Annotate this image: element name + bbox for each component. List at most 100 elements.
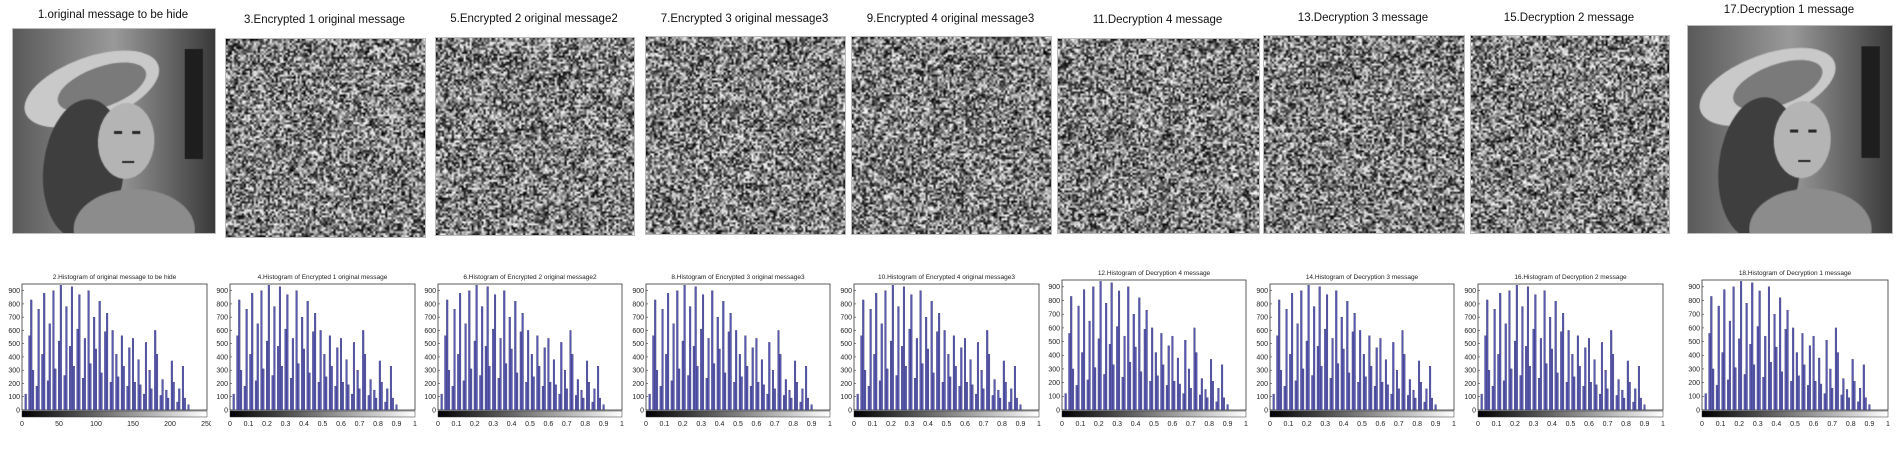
histogram-bar bbox=[1019, 404, 1022, 411]
histogram-bar bbox=[375, 397, 378, 411]
histogram-bar bbox=[1820, 383, 1823, 411]
histogram-bar bbox=[783, 395, 786, 411]
histogram-title: 8.Histogram of Encrypted 3 original mess… bbox=[671, 274, 805, 281]
histogram-bar bbox=[901, 346, 904, 411]
encrypted-noise-image bbox=[435, 37, 635, 236]
histogram-bar bbox=[947, 354, 950, 411]
y-tick-label: 0 bbox=[224, 407, 228, 414]
histogram-bar bbox=[1015, 397, 1018, 411]
y-tick-label: 200 bbox=[216, 381, 228, 388]
histogram-bar bbox=[1840, 394, 1843, 411]
y-tick-label: 900 bbox=[840, 288, 852, 295]
histogram-bar bbox=[459, 293, 462, 411]
histogram-bar bbox=[1758, 290, 1761, 411]
histogram-bar bbox=[886, 368, 889, 411]
x-tick-label: 0.5 bbox=[1357, 421, 1367, 428]
y-tick-label: 500 bbox=[1256, 341, 1268, 348]
histogram-bar bbox=[111, 330, 114, 411]
histogram-bar bbox=[659, 385, 662, 411]
histogram-bar bbox=[1764, 335, 1767, 411]
histogram-bar bbox=[993, 379, 996, 411]
histogram-chart: 12.Histogram of Decryption 4 message0100… bbox=[1048, 270, 1248, 428]
histogram-bar bbox=[902, 286, 905, 411]
histogram-bar bbox=[488, 366, 491, 411]
histogram-bar bbox=[486, 286, 489, 411]
x-tick-label: 0.2 bbox=[1302, 421, 1312, 428]
x-tick-label: 0.7 bbox=[562, 421, 572, 428]
histogram-bar bbox=[1617, 379, 1620, 411]
histogram-bar bbox=[473, 340, 476, 411]
x-tick-label: 0.1 bbox=[868, 421, 878, 428]
histogram-bar bbox=[1847, 397, 1850, 411]
histogram-bar bbox=[1116, 326, 1119, 411]
histogram-bar bbox=[1204, 389, 1207, 411]
histogram-bar bbox=[1807, 385, 1810, 411]
histogram-bar bbox=[115, 354, 118, 411]
x-tick-label: 0.4 bbox=[299, 421, 309, 428]
x-tick-label: 0.5 bbox=[733, 421, 743, 428]
histogram-bar bbox=[722, 301, 725, 411]
histogram-bar bbox=[1797, 375, 1800, 411]
y-tick-label: 800 bbox=[840, 301, 852, 308]
histogram-bar bbox=[949, 376, 952, 411]
histogram-bar bbox=[260, 290, 263, 411]
histogram-bar bbox=[1539, 338, 1542, 411]
histogram-bar bbox=[538, 366, 541, 411]
histogram-bar bbox=[1704, 393, 1707, 411]
x-tick-label: 0.9 bbox=[1223, 421, 1233, 428]
histogram-bar bbox=[254, 380, 257, 411]
y-tick-label: 700 bbox=[216, 315, 228, 322]
x-tick-label: 250 bbox=[201, 421, 211, 428]
histogram-bar bbox=[665, 354, 668, 411]
histogram-bar bbox=[938, 313, 941, 411]
histogram-title: 6.Histogram of Encrypted 2 original mess… bbox=[463, 274, 597, 281]
histogram-bar bbox=[389, 366, 392, 411]
histogram-bar bbox=[72, 366, 75, 411]
histogram-bar bbox=[1423, 401, 1426, 411]
histogram-bar bbox=[672, 323, 675, 411]
histogram-bar bbox=[63, 375, 66, 411]
histogram-bar bbox=[1727, 379, 1730, 411]
x-tick-label: 150 bbox=[127, 421, 139, 428]
histogram-chart: 2.Histogram of original message to be hi… bbox=[8, 274, 211, 428]
histogram-bar bbox=[492, 328, 495, 411]
histogram-bar bbox=[1337, 363, 1340, 411]
histogram-bar bbox=[1502, 380, 1505, 411]
histogram-bar bbox=[52, 290, 55, 411]
histogram-bar bbox=[128, 347, 131, 411]
histogram-bar bbox=[1280, 370, 1283, 411]
histogram-bar bbox=[1829, 368, 1832, 411]
histogram-bar bbox=[325, 376, 328, 411]
histogram-bar bbox=[1859, 387, 1862, 411]
histogram-bar bbox=[867, 385, 870, 411]
histogram-bar bbox=[1357, 382, 1360, 411]
x-tick-label: 0 bbox=[644, 421, 648, 428]
histogram-bar bbox=[1110, 282, 1113, 411]
histogram-bar bbox=[284, 328, 287, 411]
histogram-bar bbox=[236, 335, 239, 411]
histogram-bar bbox=[1092, 286, 1095, 411]
y-tick-label: 300 bbox=[632, 368, 644, 375]
histogram-bar bbox=[356, 370, 359, 411]
histogram-bar bbox=[654, 299, 657, 411]
x-tick-label: 0.4 bbox=[1772, 421, 1782, 428]
histogram-bar bbox=[82, 378, 85, 411]
histogram-bar bbox=[232, 393, 235, 411]
histogram-bar bbox=[773, 388, 776, 411]
histogram-bar bbox=[1156, 375, 1159, 411]
x-tick-label: 0.1 bbox=[452, 421, 462, 428]
histogram-bar bbox=[32, 370, 35, 411]
y-tick-label: 800 bbox=[8, 301, 20, 308]
histogram-bar bbox=[505, 363, 508, 411]
histogram-bar bbox=[1081, 352, 1084, 411]
histogram-bar bbox=[919, 290, 922, 411]
y-tick-label: 400 bbox=[632, 354, 644, 361]
x-tick-label: 1 bbox=[1037, 421, 1041, 428]
histogram-bar bbox=[779, 354, 782, 411]
histogram-bar bbox=[687, 375, 690, 411]
histogram-bar bbox=[69, 346, 72, 411]
histogram-bar bbox=[795, 382, 798, 411]
histogram-bar bbox=[1712, 368, 1715, 411]
y-tick-label: 200 bbox=[8, 381, 20, 388]
histogram-bar bbox=[1390, 393, 1393, 411]
